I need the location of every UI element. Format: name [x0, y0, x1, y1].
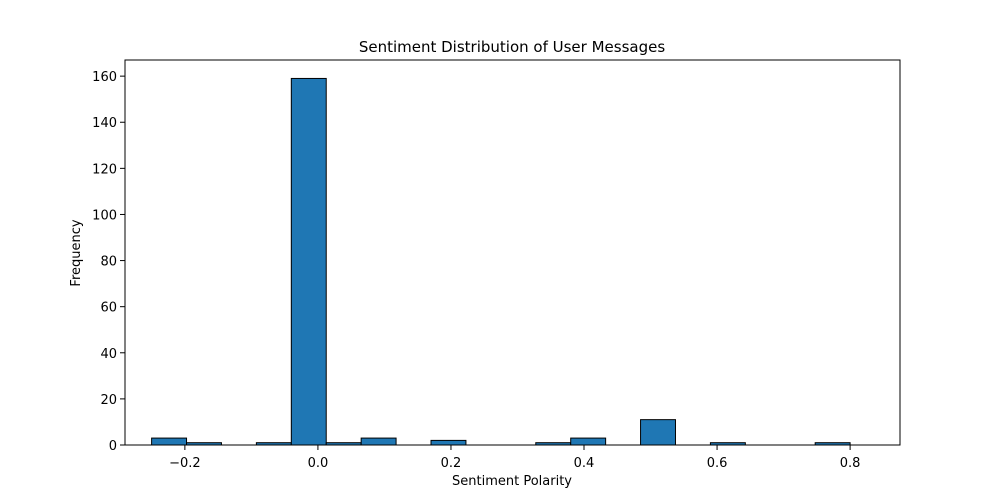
y-tick-label: 140: [92, 116, 117, 131]
y-tick-label: 60: [100, 301, 117, 316]
bars-group: [151, 77, 851, 446]
y-tick-label: 40: [100, 347, 117, 362]
y-tick-label: 100: [92, 208, 117, 223]
y-tick-label: 160: [92, 70, 117, 85]
histogram-bar: [290, 77, 327, 446]
histogram-bar: [430, 439, 467, 446]
x-tick-label: 0.0: [308, 456, 329, 471]
y-tick-label: 80: [100, 255, 117, 270]
histogram-bar: [151, 437, 188, 446]
histogram-bar: [360, 437, 397, 446]
y-tick-label: 0: [109, 439, 117, 454]
y-axis-ticks: 0 20 40 60 80 100 120 140 160: [92, 70, 125, 454]
chart-title: Sentiment Distribution of User Messages: [359, 38, 666, 56]
plot-frame: [124, 59, 901, 446]
x-tick-label: 0.6: [707, 456, 728, 471]
histogram-bar: [570, 437, 607, 446]
y-tick-label: 120: [92, 162, 117, 177]
x-axis-label: Sentiment Polarity: [452, 474, 572, 489]
x-tick-label: −0.2: [169, 456, 201, 471]
x-tick-label: 0.4: [574, 456, 595, 471]
x-tick-label: 0.8: [840, 456, 861, 471]
y-tick-label: 20: [100, 393, 117, 408]
y-axis-label: Frequency: [69, 219, 84, 286]
histogram-bar: [640, 419, 676, 446]
x-axis-ticks: −0.2 0.0 0.2 0.4 0.6 0.8: [169, 445, 860, 471]
x-tick-label: 0.2: [441, 456, 462, 471]
